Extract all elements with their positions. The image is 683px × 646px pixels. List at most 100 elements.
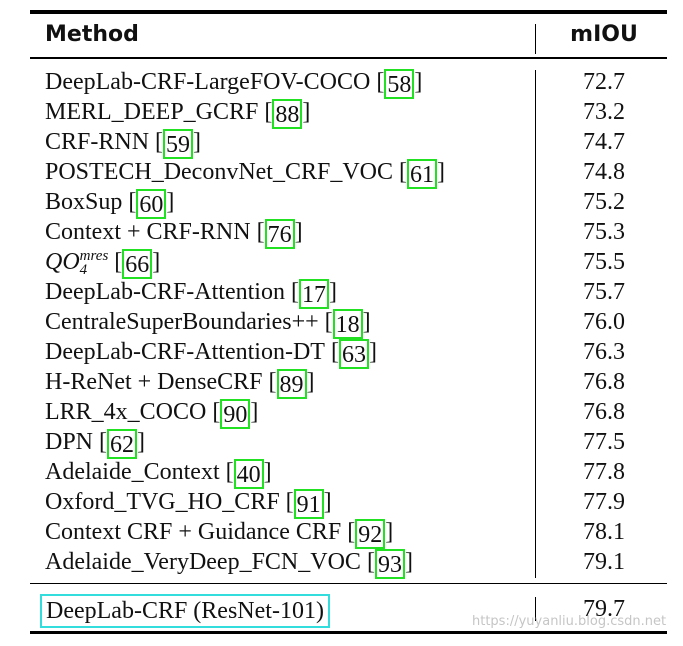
method: DeepLab-CRF-LargeFOV-COCO: [45, 69, 371, 95]
citation: 89: [276, 369, 307, 399]
column-divider: [535, 597, 536, 621]
miou: 72.7: [583, 69, 625, 95]
method: POSTECH_DeconvNet_CRF_VOC: [45, 159, 394, 185]
method: DeepLab-CRF-Attention-DT: [45, 339, 325, 365]
row-ours: DeepLab-CRF (ResNet-101) 79.7: [0, 594, 683, 628]
table-row: LRR_4x_COCO [90] 76.8: [0, 397, 683, 429]
header-miou: mIOU: [570, 22, 638, 47]
citation: 58: [384, 69, 415, 99]
miou: 76.0: [583, 309, 625, 335]
method: DeepLab-CRF (ResNet-101): [40, 594, 330, 628]
method-cell: POSTECH_DeconvNet_CRF_VOC [61]: [45, 159, 446, 189]
miou: 77.8: [583, 459, 625, 485]
column-divider: [535, 24, 536, 54]
table-row: Adelaide_VeryDeep_FCN_VOC [93] 79.1: [0, 547, 683, 579]
header-method: Method: [45, 22, 139, 47]
method: H-ReNet + DenseCRF: [45, 369, 263, 395]
miou: 73.2: [583, 99, 625, 125]
method-cell: Adelaide_Context [40]: [45, 459, 272, 489]
table-row: H-ReNet + DenseCRF [89] 76.8: [0, 367, 683, 399]
method: QO: [45, 249, 80, 275]
method-cell: CRF-RNN [59]: [45, 129, 202, 159]
citation: 59: [163, 129, 194, 159]
miou: 79.1: [583, 549, 625, 575]
header-rule: [30, 57, 667, 59]
separator-rule: [30, 583, 667, 584]
citation: 60: [136, 189, 167, 219]
table-row: DeepLab-CRF-Attention-DT [63] 76.3: [0, 337, 683, 369]
script-stack: mres 4: [79, 248, 109, 279]
method-cell: DPN [62]: [45, 429, 146, 459]
method-cell: Context + CRF-RNN [76]: [45, 219, 303, 249]
method-cell: CentraleSuperBoundaries++ [18]: [45, 309, 371, 339]
method-cell: MERL_DEEP_GCRF [88]: [45, 99, 311, 129]
miou: 79.7: [583, 596, 625, 622]
method-cell: DeepLab-CRF-LargeFOV-COCO [58]: [45, 69, 423, 99]
method-cell: BoxSup [60]: [45, 189, 175, 219]
miou: 74.7: [583, 129, 625, 155]
table-row: DeepLab-CRF-LargeFOV-COCO [58] 72.7: [0, 67, 683, 99]
method: Adelaide_Context: [45, 459, 220, 485]
table-row: CentraleSuperBoundaries++ [18] 76.0: [0, 307, 683, 339]
method: Context CRF + Guidance CRF: [45, 519, 342, 545]
citation: 17: [298, 279, 329, 309]
method: Context + CRF-RNN: [45, 219, 251, 245]
citation: 88: [272, 99, 303, 129]
method-cell: LRR_4x_COCO [90]: [45, 399, 259, 429]
miou: 75.7: [583, 279, 625, 305]
miou: 77.9: [583, 489, 625, 515]
table-row: CRF-RNN [59] 74.7: [0, 127, 683, 159]
method-cell: QO mres 4 [66]: [45, 248, 161, 279]
table-row: Context + CRF-RNN [76] 75.3: [0, 217, 683, 249]
method: DPN: [45, 429, 94, 455]
watermark: https://yuyanliu.blog.csdn.net: [472, 614, 667, 629]
method-sup: mres: [79, 248, 109, 265]
method: BoxSup: [45, 189, 123, 215]
method: CRF-RNN: [45, 129, 150, 155]
miou: 78.1: [583, 519, 625, 545]
method-sub: 4: [79, 262, 88, 279]
citation: 40: [233, 459, 264, 489]
top-rule: [30, 10, 667, 14]
table-row: DeepLab-CRF-Attention [17] 75.7: [0, 277, 683, 309]
bottom-rule: [30, 631, 667, 634]
method-cell: DeepLab-CRF-Attention-DT [63]: [45, 339, 377, 369]
method-cell: H-ReNet + DenseCRF [89]: [45, 369, 315, 399]
table-row: POSTECH_DeconvNet_CRF_VOC [61] 74.8: [0, 157, 683, 189]
table-row: Adelaide_Context [40] 77.8: [0, 457, 683, 489]
method: Adelaide_VeryDeep_FCN_VOC: [45, 549, 361, 575]
method-cell: Adelaide_VeryDeep_FCN_VOC [93]: [45, 549, 413, 579]
miou: 76.8: [583, 369, 625, 395]
table-row: BoxSup [60] 75.2: [0, 187, 683, 219]
citation: 62: [107, 429, 138, 459]
citation: 18: [332, 309, 363, 339]
method: Oxford_TVG_HO_CRF: [45, 489, 280, 515]
miou: 75.2: [583, 189, 625, 215]
miou: 77.5: [583, 429, 625, 455]
citation: 63: [338, 339, 369, 369]
method: MERL_DEEP_GCRF: [45, 99, 259, 125]
miou: 75.5: [583, 249, 625, 275]
citation: 61: [407, 159, 438, 189]
citation: 66: [122, 249, 153, 279]
method-cell: DeepLab-CRF-Attention [17]: [45, 279, 337, 309]
citation: 93: [374, 549, 405, 579]
column-divider: [535, 70, 536, 578]
table-row: Context CRF + Guidance CRF [92] 78.1: [0, 517, 683, 549]
method: CentraleSuperBoundaries++: [45, 309, 319, 335]
method-cell: Context CRF + Guidance CRF [92]: [45, 519, 394, 549]
method: LRR_4x_COCO: [45, 399, 207, 425]
citation: 90: [220, 399, 251, 429]
citation: 76: [264, 219, 295, 249]
table-row: Oxford_TVG_HO_CRF [91] 77.9: [0, 487, 683, 519]
miou: 74.8: [583, 159, 625, 185]
miou: 75.3: [583, 219, 625, 245]
miou: 76.3: [583, 339, 625, 365]
method-cell: Oxford_TVG_HO_CRF [91]: [45, 489, 332, 519]
citation: 92: [355, 519, 386, 549]
citation: 91: [293, 489, 324, 519]
table-row: MERL_DEEP_GCRF [88] 73.2: [0, 97, 683, 129]
miou: 76.8: [583, 399, 625, 425]
table-row: QO mres 4 [66] 75.5: [0, 247, 683, 279]
